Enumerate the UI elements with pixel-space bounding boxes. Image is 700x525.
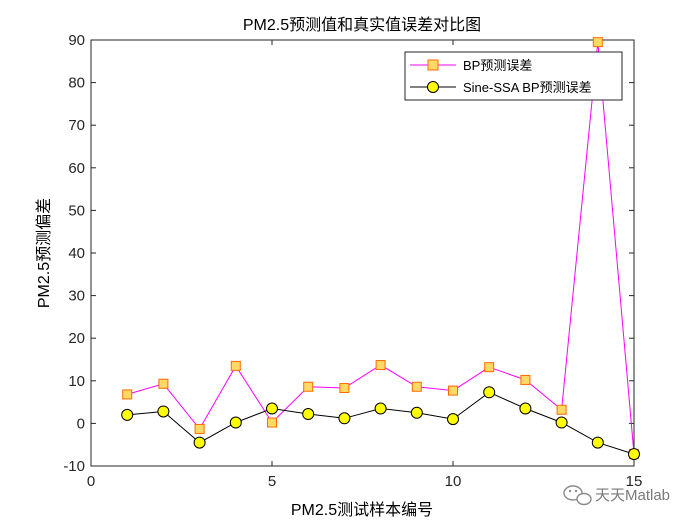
data-point-bp: [520, 374, 531, 385]
legend-marker-sine-ssa: [427, 81, 439, 93]
y-tick-label: 60: [68, 160, 85, 177]
data-point-sine-ssa: [410, 406, 423, 419]
y-tick-label: 20: [68, 330, 85, 347]
data-point-sine-ssa: [628, 448, 640, 461]
legend-marker-bp: [427, 59, 439, 71]
y-tick-label: 30: [68, 288, 85, 305]
watermark: 天天Matlab: [563, 485, 670, 506]
y-tick-label: -10: [63, 458, 85, 475]
data-point-sine-ssa: [266, 402, 278, 415]
data-point-bp: [484, 362, 495, 373]
data-point-sine-ssa: [229, 416, 242, 429]
chart-title: PM2.5预测值和真实值误差对比图: [243, 16, 481, 34]
data-point-sine-ssa: [555, 416, 568, 429]
data-point-bp: [267, 417, 277, 428]
data-point-bp: [158, 378, 169, 389]
data-point-bp: [194, 423, 205, 434]
data-point-sine-ssa: [591, 436, 604, 449]
data-point-sine-ssa: [519, 402, 532, 415]
y-tick-label: 0: [77, 415, 85, 432]
data-point-sine-ssa: [302, 408, 315, 421]
watermark-text: 天天Matlab: [595, 487, 670, 504]
data-point-bp: [230, 360, 241, 371]
data-point-bp: [592, 37, 603, 48]
data-point-bp: [556, 404, 567, 415]
legend-box: [404, 51, 623, 101]
data-point-bp: [122, 389, 133, 400]
data-point-sine-ssa: [483, 386, 496, 399]
y-axis-label: PM2.5预测偏差: [35, 198, 53, 308]
y-tick-label: 80: [68, 75, 85, 92]
y-tick-label: 10: [68, 373, 85, 390]
legend: BP预测误差 Sine-SSA BP预测误差: [404, 51, 623, 101]
series-layer: [121, 37, 640, 461]
x-tick-label: 0: [87, 473, 95, 490]
y-tick-label: 70: [68, 117, 85, 134]
x-tick-label: 5: [268, 473, 276, 490]
data-point-sine-ssa: [121, 408, 134, 421]
data-point-bp: [303, 381, 314, 392]
legend-label-sine-ssa: Sine-SSA BP预测误差: [463, 80, 592, 95]
data-point-bp: [339, 383, 350, 394]
legend-label-bp: BP预测误差: [463, 58, 532, 73]
data-point-sine-ssa: [157, 405, 170, 418]
wechat-icon: [563, 485, 592, 506]
data-point-sine-ssa: [338, 412, 351, 425]
y-tick-label: 50: [68, 202, 85, 219]
data-point-sine-ssa: [374, 402, 387, 415]
data-point-sine-ssa: [193, 436, 206, 449]
data-point-bp: [448, 385, 458, 396]
x-axis-label: PM2.5测试样本编号: [291, 501, 433, 519]
y-tick-label: 90: [68, 32, 85, 49]
data-point-bp: [375, 360, 386, 371]
x-tick-label: 10: [445, 473, 462, 490]
x-tick-label: 15: [626, 473, 643, 490]
data-point-sine-ssa: [447, 413, 459, 426]
data-point-bp: [411, 381, 422, 392]
y-tick-label: 40: [68, 245, 85, 262]
